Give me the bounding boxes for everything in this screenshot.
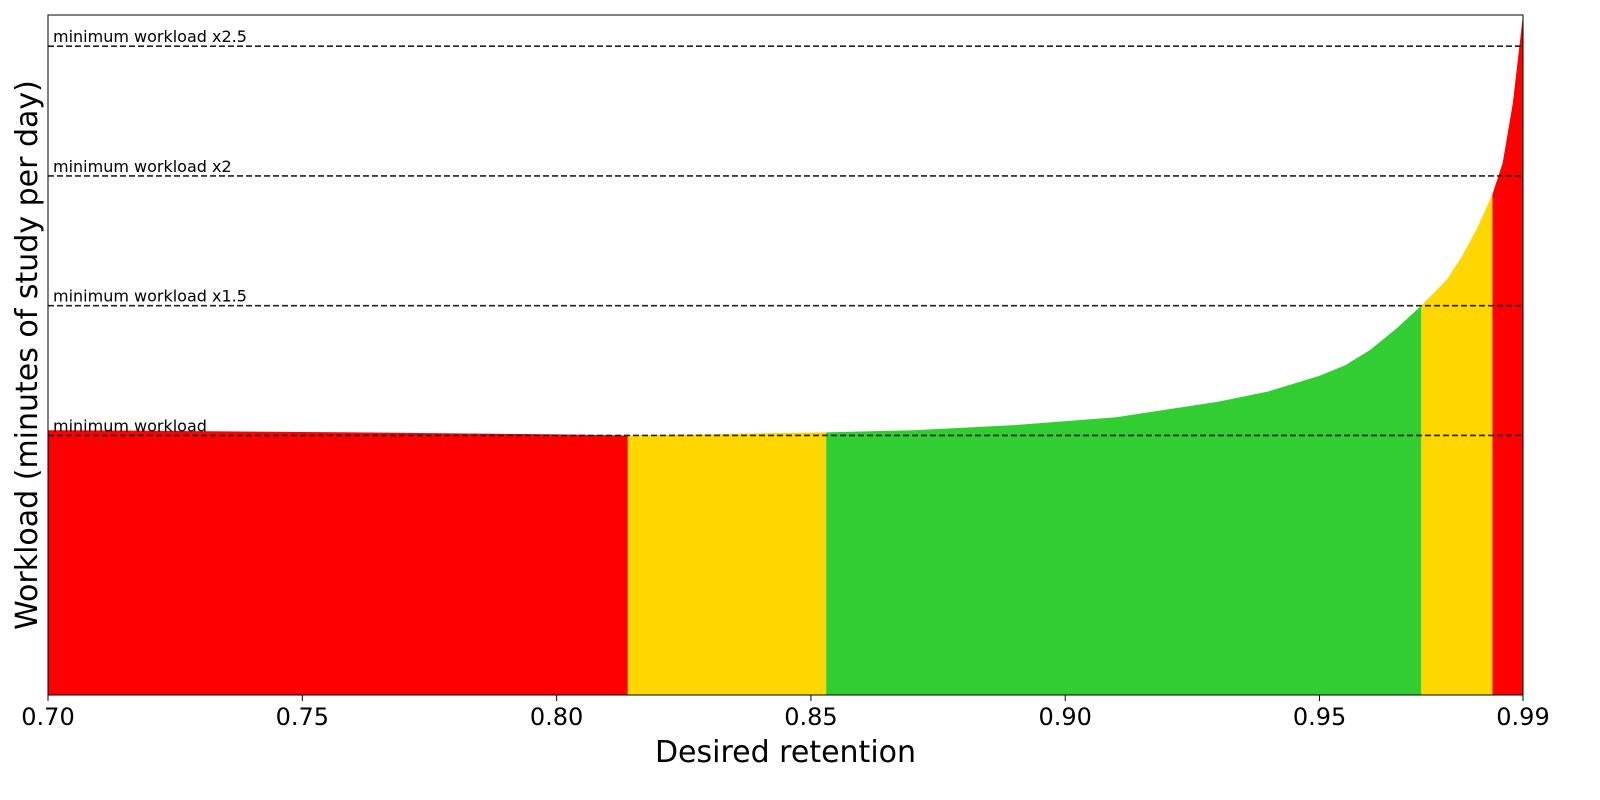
reference-line-label-2: minimum workload x2 [53, 157, 232, 176]
band-0 [48, 430, 628, 695]
x-tick-label-5: 0.95 [1293, 703, 1346, 731]
x-axis-title: Desired retention [655, 735, 916, 770]
band-4 [1492, 15, 1523, 695]
x-tick-label-2: 0.80 [530, 703, 583, 731]
x-tick-label-1: 0.75 [276, 703, 329, 731]
reference-line-label-1: minimum workload x1.5 [53, 287, 247, 306]
y-axis-title: Workload (minutes of study per day) [10, 80, 45, 630]
band-2 [826, 305, 1422, 695]
reference-line-label-0: minimum workload [53, 416, 207, 435]
band-1 [627, 432, 827, 695]
x-axis-ticks: 0.70 0.75 0.80 0.85 0.90 0.95 0.99 [21, 695, 1550, 731]
colored-bands [48, 15, 1523, 695]
band-3 [1421, 194, 1493, 695]
reference-lines: minimum workload minimum workload x1.5 min… [48, 27, 1523, 437]
x-tick-label-6: 0.99 [1496, 703, 1549, 731]
x-tick-label-0: 0.70 [21, 703, 74, 731]
x-tick-label-4: 0.90 [1039, 703, 1092, 731]
reference-line-label-3: minimum workload x2.5 [53, 27, 247, 46]
x-tick-label-3: 0.85 [784, 703, 837, 731]
plot-frame [47, 14, 1524, 696]
